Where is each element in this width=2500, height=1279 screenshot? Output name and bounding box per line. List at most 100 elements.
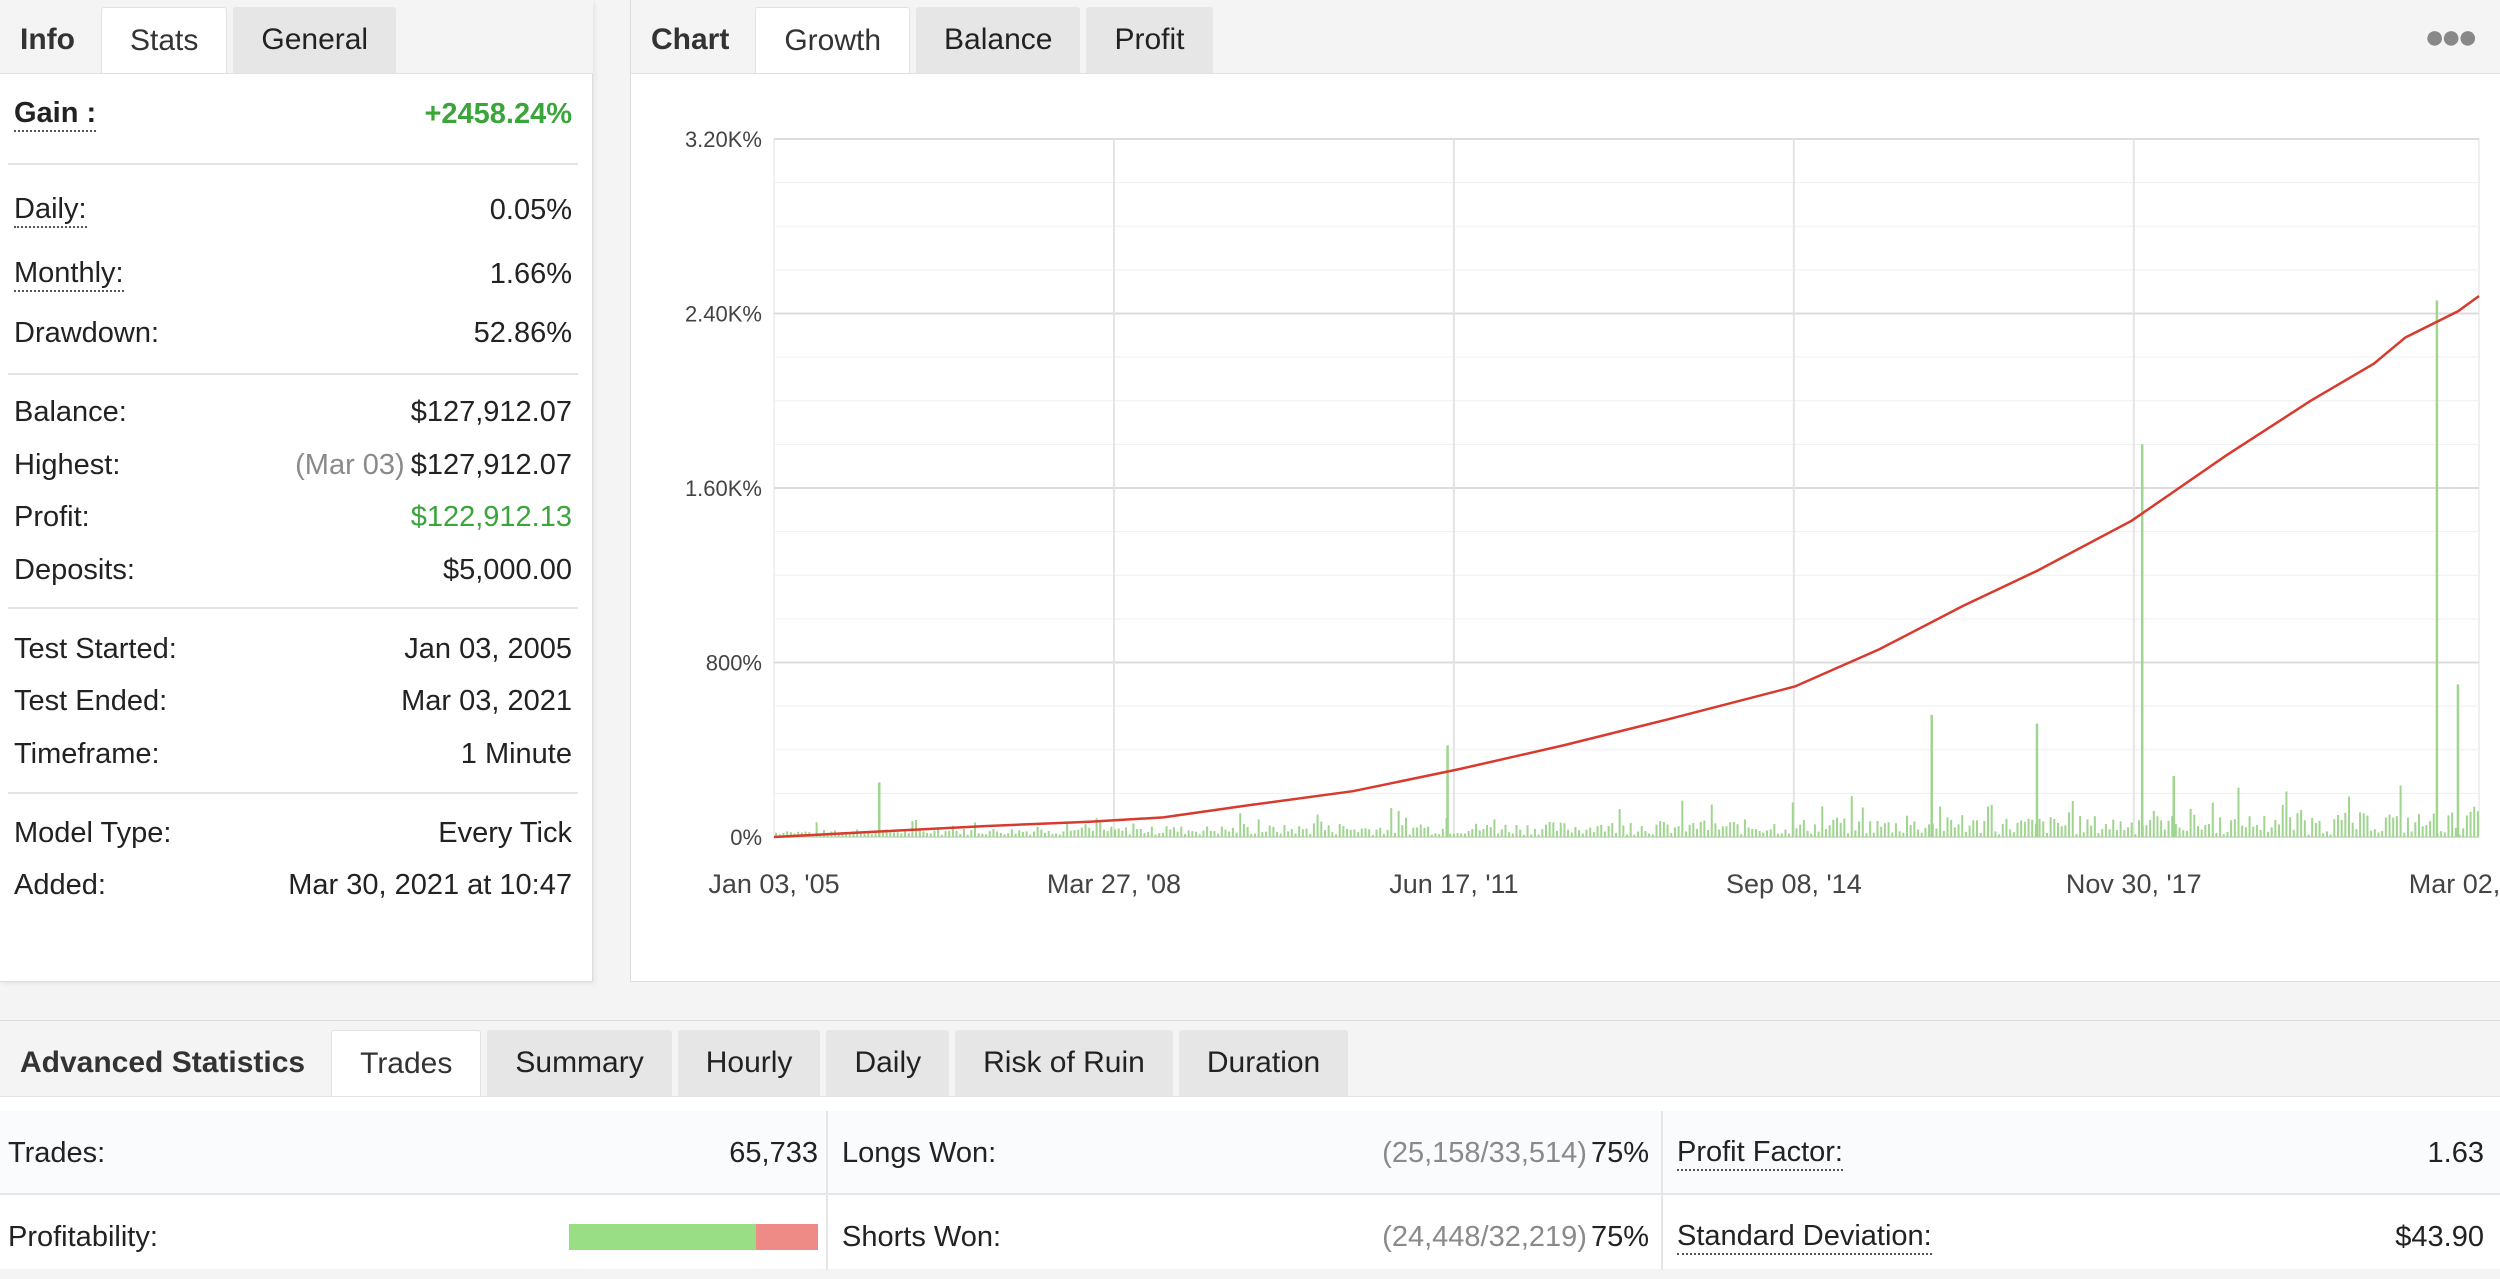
added-label: Added: <box>14 868 106 901</box>
tab-duration[interactable]: Duration <box>1178 1030 1349 1096</box>
column-divider <box>826 1111 828 1270</box>
drawdown-label: Drawdown: <box>14 316 160 349</box>
x-tick-label: Sep 08, '14 <box>1726 869 1862 899</box>
shorts-won-value: 75% <box>1590 1220 1649 1253</box>
highest-row: Highest: (Mar 03) $127,912.07 <box>14 443 572 487</box>
tab-hourly[interactable]: Hourly <box>677 1030 821 1096</box>
profitability-loss-segment <box>755 1224 818 1250</box>
profitability-label: Profitability: <box>8 1220 158 1253</box>
balance-label: Balance: <box>14 395 127 428</box>
tab-balance[interactable]: Balance <box>916 7 1081 73</box>
divider <box>8 792 578 794</box>
profit-factor-label[interactable]: Profit Factor: <box>1677 1135 1843 1171</box>
std-dev-value: $43.90 <box>2395 1220 2484 1253</box>
tab-summary[interactable]: Summary <box>487 1030 672 1096</box>
x-tick-label: Mar 02, '21 <box>2409 869 2500 899</box>
monthly-label[interactable]: Monthly: <box>14 256 124 292</box>
balance-row: Balance: $127,912.07 <box>14 390 572 434</box>
drawdown-value: 52.86% <box>473 316 572 349</box>
tab-trades[interactable]: Trades <box>331 1030 482 1096</box>
highest-value-group: (Mar 03) $127,912.07 <box>295 449 572 482</box>
info-tabbar: Info Stats General <box>0 0 593 74</box>
highest-date: (Mar 03) <box>295 448 405 481</box>
y-tick-label: 3.20K% <box>685 127 762 152</box>
tab-general[interactable]: General <box>233 7 397 73</box>
test-ended-label: Test Ended: <box>14 684 168 717</box>
longs-won-label: Longs Won: <box>842 1136 997 1169</box>
y-tick-label: 800% <box>706 651 762 676</box>
longs-won-value-group: (25,158/33,514) 75% <box>1382 1137 1649 1170</box>
deposits-value: $5,000.00 <box>442 553 572 586</box>
y-tick-label: 2.40K% <box>685 302 762 327</box>
tab-growth[interactable]: Growth <box>755 7 911 73</box>
daily-value: 0.05% <box>489 193 572 226</box>
longs-won-detail: (25,158/33,514) <box>1382 1136 1587 1169</box>
deposits-row: Deposits: $5,000.00 <box>14 548 572 592</box>
info-panel: Info Stats General Gain : +2458.24% Dail… <box>0 0 593 982</box>
info-panel-title: Info <box>20 23 75 56</box>
profitability-win-segment <box>569 1224 756 1250</box>
column-divider <box>1661 1111 1663 1270</box>
chart-tabbar: Chart Growth Balance Profit <box>631 0 2500 74</box>
test-started-row: Test Started: Jan 03, 2005 <box>14 627 572 671</box>
x-tick-label: Nov 30, '17 <box>2066 869 2202 899</box>
tab-profit[interactable]: Profit <box>1086 7 1213 73</box>
x-tick-label: Jan 03, '05 <box>708 869 839 899</box>
chart-panel-title: Chart <box>651 23 730 56</box>
highest-value: $127,912.07 <box>410 448 572 481</box>
added-value: Mar 30, 2021 at 10:47 <box>288 868 572 901</box>
shorts-won-label: Shorts Won: <box>842 1220 1002 1253</box>
drawdown-row: Drawdown: 52.86% <box>14 311 572 355</box>
row-divider <box>0 1193 2500 1195</box>
y-tick-label: 1.60K% <box>685 476 762 501</box>
trades-value: 65,733 <box>729 1136 818 1169</box>
gain-value: +2458.24% <box>424 97 572 130</box>
tab-risk-of-ruin[interactable]: Risk of Ruin <box>955 1030 1173 1096</box>
trades-label: Trades: <box>8 1136 106 1169</box>
tab-stats[interactable]: Stats <box>100 7 228 73</box>
chart-panel: Chart Growth Balance Profit ●●● 0% 800% 1.… <box>630 0 2500 982</box>
longs-won-cell: Longs Won: (25,158/33,514) 75% <box>834 1111 1657 1195</box>
test-started-label: Test Started: <box>14 632 177 665</box>
profit-factor-cell: Profit Factor: 1.63 <box>1669 1111 2492 1195</box>
model-type-value: Every Tick <box>438 816 572 849</box>
timeframe-label: Timeframe: <box>14 737 160 770</box>
std-dev-label[interactable]: Standard Deviation: <box>1677 1219 1932 1255</box>
test-ended-value: Mar 03, 2021 <box>401 684 572 717</box>
divider <box>8 607 578 609</box>
model-type-label: Model Type: <box>14 816 172 849</box>
shorts-won-value-group: (24,448/32,219) 75% <box>1382 1221 1649 1254</box>
x-tick-label: Mar 27, '08 <box>1047 869 1181 899</box>
ellipsis-icon[interactable]: ●●● <box>2424 18 2478 56</box>
profit-row: Profit: $122,912.13 <box>14 495 572 539</box>
y-tick-label: 0% <box>730 825 762 850</box>
monthly-value: 1.66% <box>489 257 572 290</box>
test-ended-row: Test Ended: Mar 03, 2021 <box>14 679 572 723</box>
timeframe-value: 1 Minute <box>460 737 572 770</box>
daily-row: Daily: 0.05% <box>14 188 572 232</box>
balance-value: $127,912.07 <box>410 395 572 428</box>
advanced-statistics-panel: Advanced Statistics Trades Summary Hourl… <box>0 1020 2500 1270</box>
model-type-row: Model Type: Every Tick <box>14 811 572 855</box>
timeframe-row: Timeframe: 1 Minute <box>14 732 572 776</box>
growth-chart: 0% 800% 1.60K% 2.40K% 3.20K% Jan 03, '05 Mar 2… <box>685 127 2500 899</box>
profit-label: Profit: <box>14 500 90 533</box>
longs-won-value: 75% <box>1590 1136 1649 1169</box>
highest-label: Highest: <box>14 448 121 481</box>
gain-row: Gain : +2458.24% <box>14 92 572 136</box>
test-started-value: Jan 03, 2005 <box>404 632 572 665</box>
growth-series-line <box>773 294 2480 839</box>
tab-daily[interactable]: Daily <box>826 1030 950 1096</box>
profit-value: $122,912.13 <box>410 500 572 533</box>
table-row <box>0 1111 2500 1195</box>
shorts-won-cell: Shorts Won: (24,448/32,219) 75% <box>834 1195 1657 1279</box>
daily-label[interactable]: Daily: <box>14 192 87 228</box>
profitability-bar <box>569 1224 818 1250</box>
profit-factor-value: 1.63 <box>2427 1136 2484 1169</box>
advanced-tabbar: Advanced Statistics Trades Summary Hourl… <box>0 1021 2500 1097</box>
advanced-title: Advanced Statistics <box>20 1046 306 1079</box>
trades-cell: Trades: 65,733 <box>0 1111 826 1195</box>
divider <box>8 163 578 165</box>
monthly-row: Monthly: 1.66% <box>14 252 572 296</box>
gain-label[interactable]: Gain : <box>14 96 97 132</box>
